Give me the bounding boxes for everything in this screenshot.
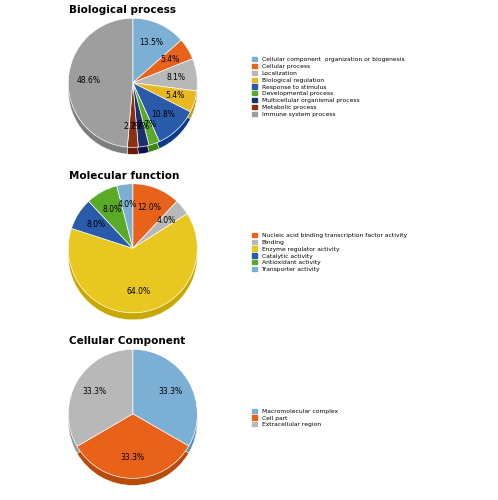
- Wedge shape: [133, 83, 190, 142]
- Text: 2.7%: 2.7%: [130, 122, 150, 130]
- Text: 2.7%: 2.7%: [138, 120, 157, 128]
- Legend: Nucleic acid binding transcription factor activity, Binding, Enzyme regulator ac: Nucleic acid binding transcription facto…: [252, 233, 407, 272]
- Text: 12.0%: 12.0%: [137, 203, 161, 212]
- Text: 8.0%: 8.0%: [86, 220, 105, 230]
- Wedge shape: [127, 83, 138, 148]
- Wedge shape: [68, 25, 133, 154]
- Wedge shape: [89, 193, 133, 256]
- Wedge shape: [133, 202, 187, 248]
- Wedge shape: [133, 83, 197, 112]
- Wedge shape: [68, 220, 197, 320]
- Wedge shape: [133, 40, 193, 83]
- Wedge shape: [133, 90, 149, 154]
- Text: 5.4%: 5.4%: [165, 91, 184, 100]
- Wedge shape: [117, 184, 133, 248]
- Wedge shape: [71, 202, 133, 248]
- Wedge shape: [133, 83, 149, 147]
- Wedge shape: [77, 421, 189, 486]
- Wedge shape: [133, 83, 159, 145]
- Wedge shape: [68, 350, 133, 446]
- Wedge shape: [77, 414, 189, 478]
- Wedge shape: [133, 184, 177, 248]
- Wedge shape: [68, 356, 133, 454]
- Wedge shape: [68, 214, 197, 313]
- Wedge shape: [133, 350, 197, 446]
- Wedge shape: [127, 90, 138, 154]
- Text: 8.1%: 8.1%: [167, 72, 186, 82]
- Legend: Macromolecular complex, Cell part, Extracellular region: Macromolecular complex, Cell part, Extra…: [252, 408, 338, 428]
- Text: 33.3%: 33.3%: [83, 388, 107, 396]
- Text: Biological process: Biological process: [69, 5, 176, 15]
- Wedge shape: [68, 18, 133, 147]
- Wedge shape: [133, 66, 197, 98]
- Wedge shape: [117, 190, 133, 256]
- Text: 33.3%: 33.3%: [121, 453, 145, 462]
- Wedge shape: [133, 58, 197, 91]
- Text: 33.3%: 33.3%: [159, 388, 183, 396]
- Wedge shape: [133, 90, 159, 152]
- Text: 64.0%: 64.0%: [126, 288, 150, 296]
- Text: 4.0%: 4.0%: [157, 216, 176, 225]
- Text: 4.0%: 4.0%: [118, 200, 137, 209]
- Wedge shape: [133, 90, 197, 119]
- Text: 13.5%: 13.5%: [139, 38, 163, 48]
- Text: Cellular Component: Cellular Component: [69, 336, 185, 346]
- Wedge shape: [133, 25, 181, 90]
- Wedge shape: [133, 208, 187, 256]
- Text: 2.7%: 2.7%: [123, 122, 142, 131]
- Wedge shape: [71, 208, 133, 256]
- Text: 5.4%: 5.4%: [160, 56, 180, 64]
- Text: 10.8%: 10.8%: [151, 110, 175, 119]
- Legend: Cellular component  organization or biogenesis, Cellular process, Localization, : Cellular component organization or bioge…: [252, 57, 404, 117]
- Wedge shape: [133, 90, 190, 148]
- Text: 8.0%: 8.0%: [102, 206, 121, 214]
- Text: 48.6%: 48.6%: [77, 76, 101, 86]
- Wedge shape: [133, 18, 181, 83]
- Wedge shape: [133, 356, 197, 453]
- Text: Molecular function: Molecular function: [69, 170, 179, 180]
- Wedge shape: [89, 186, 133, 248]
- Wedge shape: [133, 47, 193, 90]
- Wedge shape: [133, 190, 177, 256]
